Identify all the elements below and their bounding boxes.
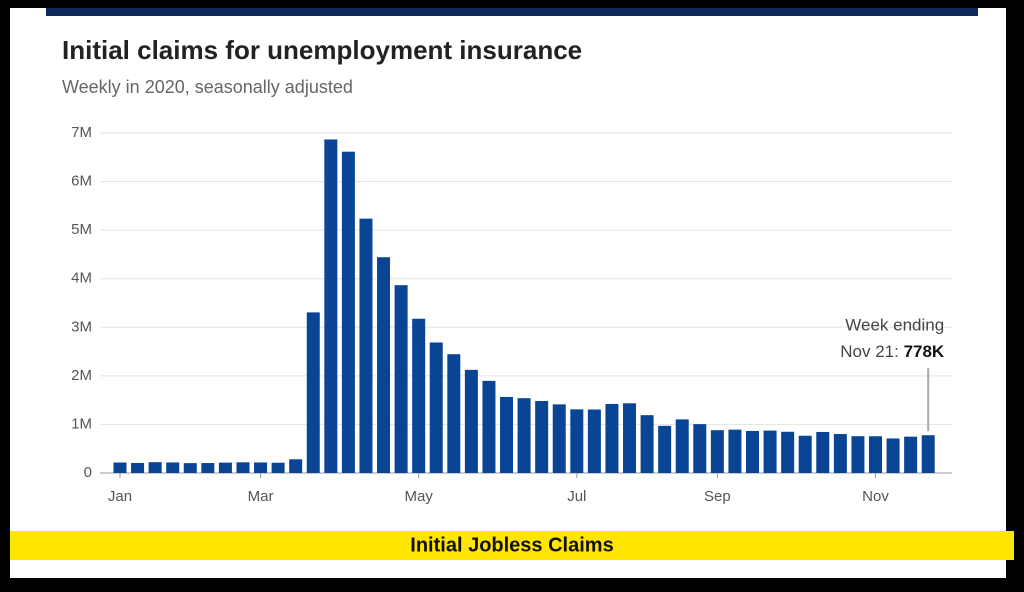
bar	[921, 435, 935, 473]
x-tick-label: Nov	[862, 488, 889, 505]
bar	[658, 425, 672, 473]
value-label: 778K	[904, 342, 945, 361]
bar	[728, 429, 742, 473]
bar	[833, 434, 847, 473]
y-tick-label: 1M	[71, 415, 92, 432]
bar	[254, 462, 268, 473]
bar	[482, 380, 496, 473]
bar	[341, 151, 355, 473]
x-tick-label: Jan	[108, 488, 132, 505]
y-tick-label: 4M	[71, 270, 92, 287]
x-tick-label: Sep	[704, 488, 731, 505]
y-tick-label: 0	[84, 464, 92, 481]
panel	[10, 8, 1006, 578]
bar	[868, 436, 882, 473]
bar	[816, 431, 830, 473]
bar	[464, 369, 478, 473]
bar	[148, 462, 162, 473]
y-tick-label: 2M	[71, 367, 92, 384]
bar	[587, 409, 601, 473]
bar	[623, 403, 637, 473]
bar	[693, 424, 707, 473]
x-tick-label: May	[405, 488, 434, 505]
annotation-date: Nov 21:	[840, 342, 899, 361]
x-tick-label: Jul	[567, 488, 586, 505]
bar	[710, 430, 724, 473]
y-tick-label: 5M	[71, 221, 92, 238]
bar	[429, 342, 443, 473]
bar	[412, 318, 426, 473]
bar	[218, 462, 232, 473]
top-rule	[46, 8, 978, 16]
bar	[394, 285, 408, 473]
chart-title: Initial claims for unemployment insuranc…	[62, 35, 582, 65]
bar	[886, 438, 900, 473]
annotation-line: Nov 21: 778K	[840, 342, 945, 361]
bar	[851, 436, 865, 473]
bar	[201, 463, 215, 473]
bar	[131, 462, 145, 473]
bar	[113, 462, 127, 473]
x-tick-label: Mar	[248, 488, 274, 505]
bar	[570, 409, 584, 473]
bar	[306, 312, 320, 473]
y-tick-label: 6M	[71, 173, 92, 190]
bar	[640, 415, 654, 473]
bar	[605, 403, 619, 473]
chart-subtitle: Weekly in 2020, seasonally adjusted	[62, 77, 353, 97]
bar	[535, 401, 549, 473]
bar	[552, 404, 566, 473]
bar	[183, 463, 197, 473]
bar	[746, 430, 760, 473]
bar	[271, 462, 285, 473]
bar	[781, 431, 795, 473]
bar	[763, 430, 777, 473]
annotation-line: Week ending	[845, 315, 944, 334]
bar	[500, 396, 514, 473]
bar	[289, 459, 303, 473]
y-tick-label: 7M	[71, 124, 92, 141]
bar	[675, 419, 689, 473]
bar	[904, 436, 918, 473]
bar	[377, 257, 391, 473]
bar	[166, 462, 180, 473]
y-tick-label: 3M	[71, 318, 92, 335]
bar	[447, 354, 461, 473]
bar	[359, 218, 373, 473]
plot: 0 1M 2M 3M 4M 5M 6M 7M Jan Mar May Jul Sep Nov Week en…	[71, 124, 952, 505]
caption: Initial Jobless Claims	[410, 534, 613, 556]
bar	[798, 435, 812, 473]
bar	[324, 139, 338, 473]
bar	[517, 398, 531, 473]
caption-bar	[10, 531, 1014, 560]
bar	[236, 462, 250, 473]
